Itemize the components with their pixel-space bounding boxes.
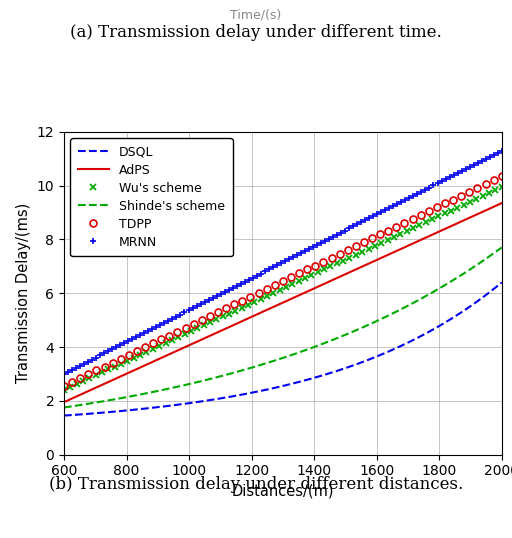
Text: (a) Transmission delay under different time.: (a) Transmission delay under different t… — [70, 24, 442, 41]
Y-axis label: Transmission Delay/(ms): Transmission Delay/(ms) — [16, 203, 31, 384]
Text: (b) Transmission delay under different distances.: (b) Transmission delay under different d… — [49, 476, 463, 493]
Text: Time/(s): Time/(s) — [230, 8, 282, 21]
Legend: DSQL, AdPS, Wu's scheme, Shinde's scheme, TDPP, MRNN: DSQL, AdPS, Wu's scheme, Shinde's scheme… — [70, 138, 232, 256]
X-axis label: Distances/(m): Distances/(m) — [231, 484, 334, 499]
